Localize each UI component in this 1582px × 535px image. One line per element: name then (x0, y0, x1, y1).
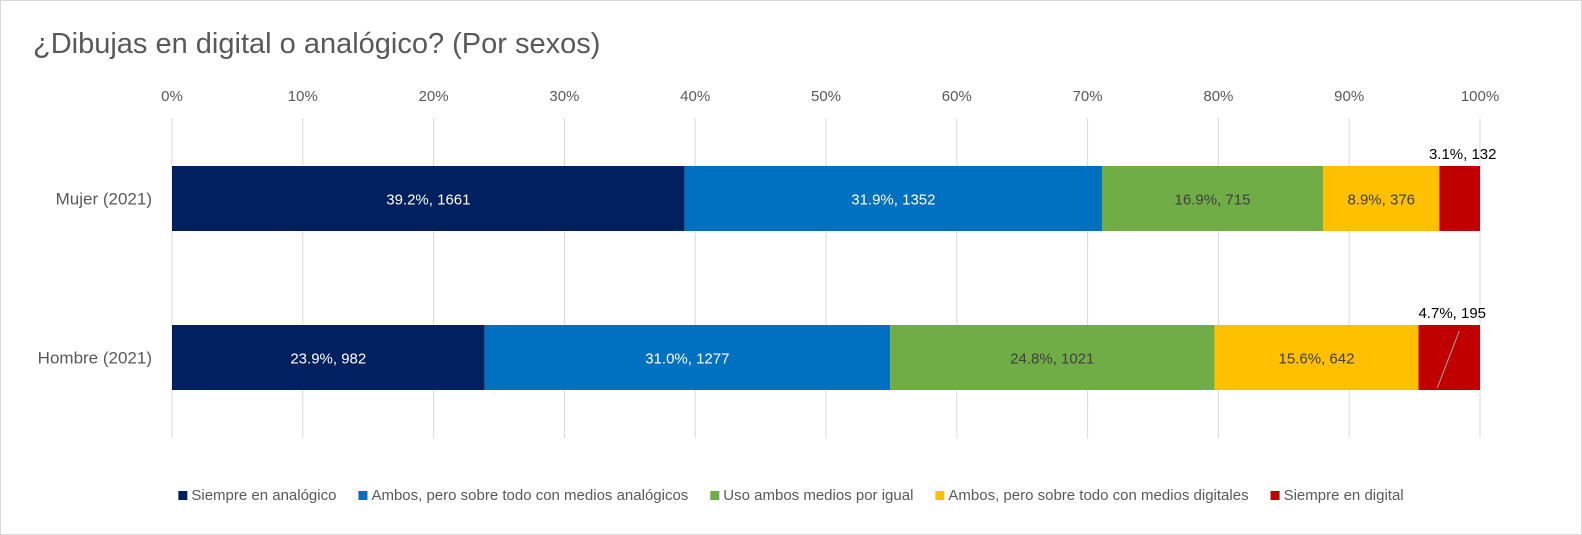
x-tick-label: 40% (680, 88, 710, 105)
data-label: 39.2%, 1661 (386, 192, 470, 209)
x-tick-label: 0% (161, 88, 183, 105)
chart-title: ¿Dibujas en digital o analógico? (Por se… (33, 28, 600, 60)
data-label: 31.9%, 1352 (851, 192, 935, 209)
legend-swatch (178, 491, 188, 500)
data-label: 8.9%, 376 (1347, 192, 1415, 209)
x-tick-label: 50% (811, 88, 841, 105)
x-tick-label: 20% (419, 88, 449, 105)
legend-label: Uso ambos medios por igual (723, 487, 913, 504)
bar-segment (172, 325, 485, 390)
bar-segment (1323, 166, 1440, 231)
category-label: Mujer (2021) (56, 190, 152, 209)
legend-label: Ambos, pero sobre todo con medios analóg… (371, 487, 688, 504)
data-label: 4.7%, 195 (1418, 305, 1486, 322)
data-label: 16.9%, 715 (1175, 192, 1251, 209)
x-tick-label: 90% (1334, 88, 1364, 105)
bar-segment (1214, 325, 1419, 390)
legend-swatch (358, 491, 368, 500)
legend-swatch (710, 491, 720, 500)
category-labels: Mujer (2021) Hombre (2021) (38, 190, 152, 368)
x-tick-label: 10% (288, 88, 318, 105)
data-label: 31.0%, 1277 (645, 351, 729, 368)
x-tick-label: 70% (1073, 88, 1103, 105)
data-labels: 39.2%, 1661 31.9%, 1352 16.9%, 715 8.9%, 37… (290, 146, 1497, 389)
data-label: 3.1%, 132 (1429, 146, 1497, 163)
x-tick-label: 30% (549, 88, 579, 105)
bar-segment (484, 325, 891, 390)
data-label-leader-line (1436, 330, 1460, 389)
bar-segment (1439, 166, 1480, 231)
legend-label: Ambos, pero sobre todo con medios digita… (948, 487, 1248, 504)
legend-item: Siempre en analógico (178, 487, 336, 504)
legend-label: Siempre en analógico (191, 487, 336, 504)
bars (172, 166, 1480, 390)
bar-segment (890, 325, 1215, 390)
x-tick-label: 80% (1203, 88, 1233, 105)
legend-item: Uso ambos medios por igual (710, 487, 913, 504)
category-label: Hombre (2021) (38, 349, 152, 368)
data-label: 15.6%, 642 (1279, 351, 1355, 368)
x-tick-label: 60% (942, 88, 972, 105)
legend-item: Siempre en digital (1270, 487, 1404, 504)
data-label: 23.9%, 982 (290, 351, 366, 368)
bar-segment (684, 166, 1102, 231)
legend-item: Ambos, pero sobre todo con medios digita… (935, 487, 1249, 504)
x-tick-label: 100% (1461, 88, 1499, 105)
legend-swatch (1270, 491, 1280, 500)
legend: Siempre en analógico Ambos, pero sobre to… (178, 487, 1404, 504)
legend-item: Ambos, pero sobre todo con medios analóg… (358, 487, 688, 504)
bar-segment (1101, 166, 1324, 231)
legend-label: Siempre en digital (1284, 487, 1404, 504)
legend-swatch (935, 491, 945, 500)
x-axis-ticks: 0% 10% 20% 30% 40% 50% 60% 70% 80% 90% 100% (161, 88, 1499, 105)
bar-segment (172, 166, 685, 231)
data-label: 24.8%, 1021 (1010, 351, 1094, 368)
